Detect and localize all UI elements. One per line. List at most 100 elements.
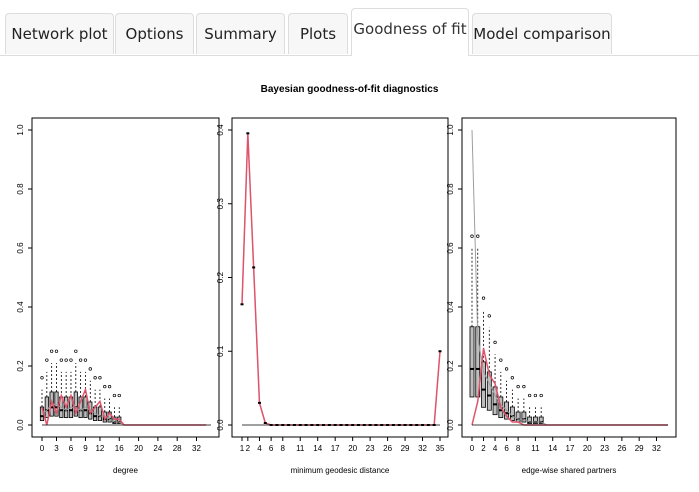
box: [107, 411, 112, 423]
y-tick-label: 1.0: [446, 124, 455, 136]
simulated-line: [471, 129, 668, 426]
box: [44, 396, 49, 419]
outlier-point: [59, 358, 63, 362]
y-tick-label: 1.0: [16, 124, 25, 136]
y-tick-label: 0.6: [16, 242, 25, 254]
y-tick-label: 0.4: [16, 301, 25, 313]
tab-network-plot[interactable]: Network plot: [5, 13, 114, 54]
plot-frame: [31, 117, 220, 438]
box: [469, 326, 475, 398]
tab-options[interactable]: Options: [115, 13, 194, 54]
x-tick-label: 1: [240, 444, 245, 453]
box: [83, 396, 88, 419]
box: [486, 371, 492, 411]
y-tick-label: 0.6: [446, 242, 455, 254]
x-tick-label: 23: [600, 444, 609, 453]
observed-point: [333, 424, 337, 426]
x-tick-label: 16: [115, 444, 124, 453]
x-tick-label: 24: [153, 444, 162, 453]
outlier-point: [98, 376, 102, 380]
tab-model-comparison[interactable]: Model comparison: [472, 13, 612, 54]
box: [492, 386, 498, 416]
x-tick-label: 9: [83, 444, 88, 453]
observed-line: [471, 348, 668, 426]
outlier-point: [516, 385, 520, 389]
box: [527, 416, 533, 424]
y-tick-label: 0.0: [216, 419, 225, 431]
outlier-point: [533, 393, 538, 398]
outlier-point: [117, 393, 121, 398]
outlier-point: [476, 234, 480, 238]
observed-point: [269, 424, 273, 426]
x-tick-label: 32: [192, 444, 201, 453]
x-tick-label: 0: [40, 444, 45, 453]
tab-bar: Network plot Options Summary Plots Goodn…: [0, 0, 699, 56]
y-tick-label: 0.4: [216, 124, 225, 136]
box: [481, 361, 486, 408]
y-tick-label: 0.8: [446, 183, 455, 195]
x-tick-label: 6: [504, 444, 509, 453]
simulated-line: [241, 131, 441, 426]
x-tick-label: 20: [583, 444, 592, 453]
x-tick-label: 11: [531, 444, 540, 453]
observed-point: [257, 401, 261, 404]
x-tick-label: 8: [516, 444, 521, 453]
outlier-point: [481, 296, 486, 300]
y-tick-label: 0.3: [216, 198, 225, 210]
tab-summary[interactable]: Summary: [196, 13, 285, 54]
outlier-point: [522, 385, 526, 389]
x-tick-label: 29: [635, 444, 644, 453]
box: [102, 411, 107, 423]
outlier-point: [493, 340, 497, 345]
x-tick-label: 20: [348, 444, 357, 453]
observed-point: [368, 424, 372, 426]
x-tick-label: 4: [493, 444, 498, 453]
x-tick-label: 2: [481, 444, 486, 453]
tab-plots[interactable]: Plots: [288, 13, 348, 54]
observed-point: [432, 424, 436, 426]
outlier-point: [527, 393, 532, 398]
x-tick-label: 4: [257, 444, 262, 453]
x-tick-label: 28: [173, 444, 182, 453]
y-tick-label: 0.2: [446, 360, 455, 372]
box: [49, 391, 54, 417]
outlier-point: [64, 358, 68, 362]
box: [73, 391, 78, 417]
observed-point: [403, 424, 407, 426]
observed-point: [240, 303, 244, 306]
box: [475, 326, 481, 398]
box: [78, 396, 83, 419]
observed-point: [409, 424, 413, 426]
x-tick-label: 17: [331, 444, 340, 453]
observed-point: [298, 424, 302, 426]
tab-goodness-of-fit[interactable]: Goodness of fit: [351, 8, 469, 56]
observed-point: [391, 424, 395, 426]
outlier-point: [40, 376, 44, 380]
x-tick-label: 3: [54, 444, 59, 453]
y-tick-label: 0.2: [216, 271, 225, 283]
x-tick-label: 14: [313, 444, 322, 453]
observed-point: [322, 424, 326, 426]
box: [521, 411, 527, 423]
box: [532, 416, 538, 424]
outlier-point: [103, 385, 107, 389]
observed-point: [304, 424, 308, 426]
x-tick-label: 23: [366, 444, 375, 453]
observed-point: [415, 424, 419, 426]
x-tick-label: 17: [566, 444, 575, 453]
outlier-point: [69, 358, 73, 362]
x-tick-label: 6: [269, 444, 274, 453]
observed-point: [380, 424, 384, 426]
box: [64, 396, 69, 419]
box: [39, 406, 45, 421]
box: [97, 406, 103, 421]
x-tick-label: 11: [296, 444, 305, 453]
x-tick-label: 20: [134, 444, 143, 453]
outlier-point: [50, 349, 54, 353]
observed-point: [316, 424, 320, 426]
observed-point: [356, 424, 360, 426]
observed-point: [275, 424, 279, 426]
outlier-point: [74, 349, 78, 353]
outlier-point: [88, 367, 92, 371]
observed-point: [246, 132, 250, 135]
